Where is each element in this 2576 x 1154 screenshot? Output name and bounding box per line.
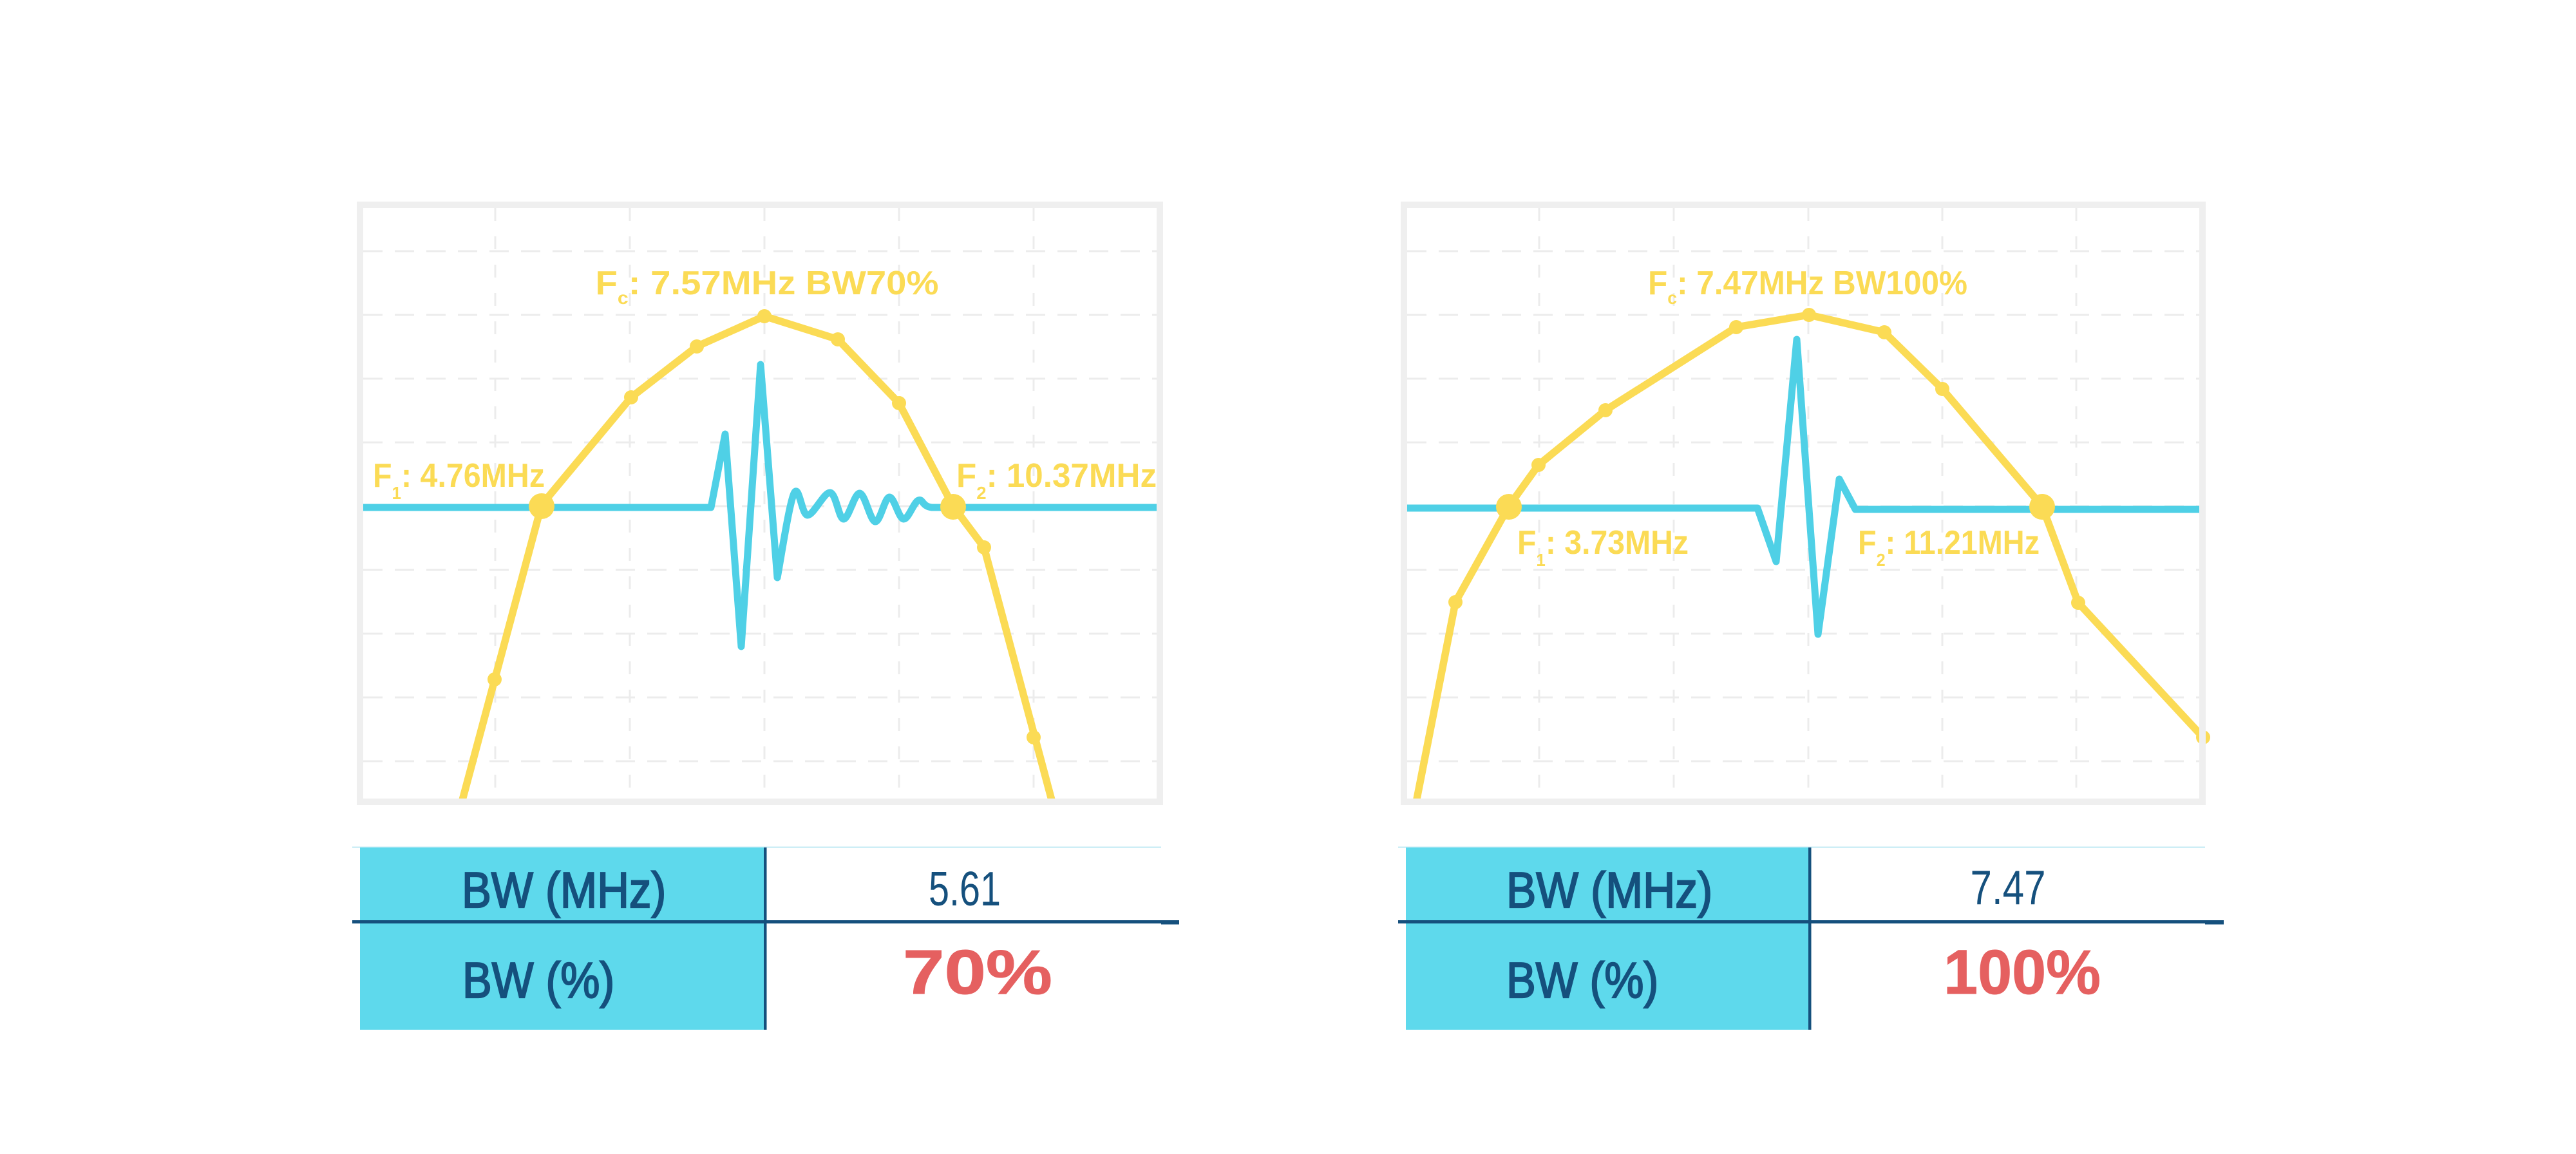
svg-text:BW (MHz): BW (MHz) (462, 862, 666, 918)
svg-text:BW (%): BW (%) (462, 952, 614, 1008)
svg-text:5.61: 5.61 (929, 862, 1001, 916)
svg-text:100%: 100% (1944, 938, 2101, 1007)
svg-text:BW (%): BW (%) (1506, 952, 1658, 1008)
svg-text:Fc: 7.57MHz BW70%: Fc: 7.57MHz BW70% (595, 265, 938, 308)
svg-text:70%: 70% (903, 937, 1052, 1007)
svg-text:Fc: 7.47MHz BW100%: Fc: 7.47MHz BW100% (1648, 264, 1967, 308)
svg-text:7.47: 7.47 (1971, 861, 2046, 915)
svg-text:BW (MHz): BW (MHz) (1506, 862, 1712, 918)
